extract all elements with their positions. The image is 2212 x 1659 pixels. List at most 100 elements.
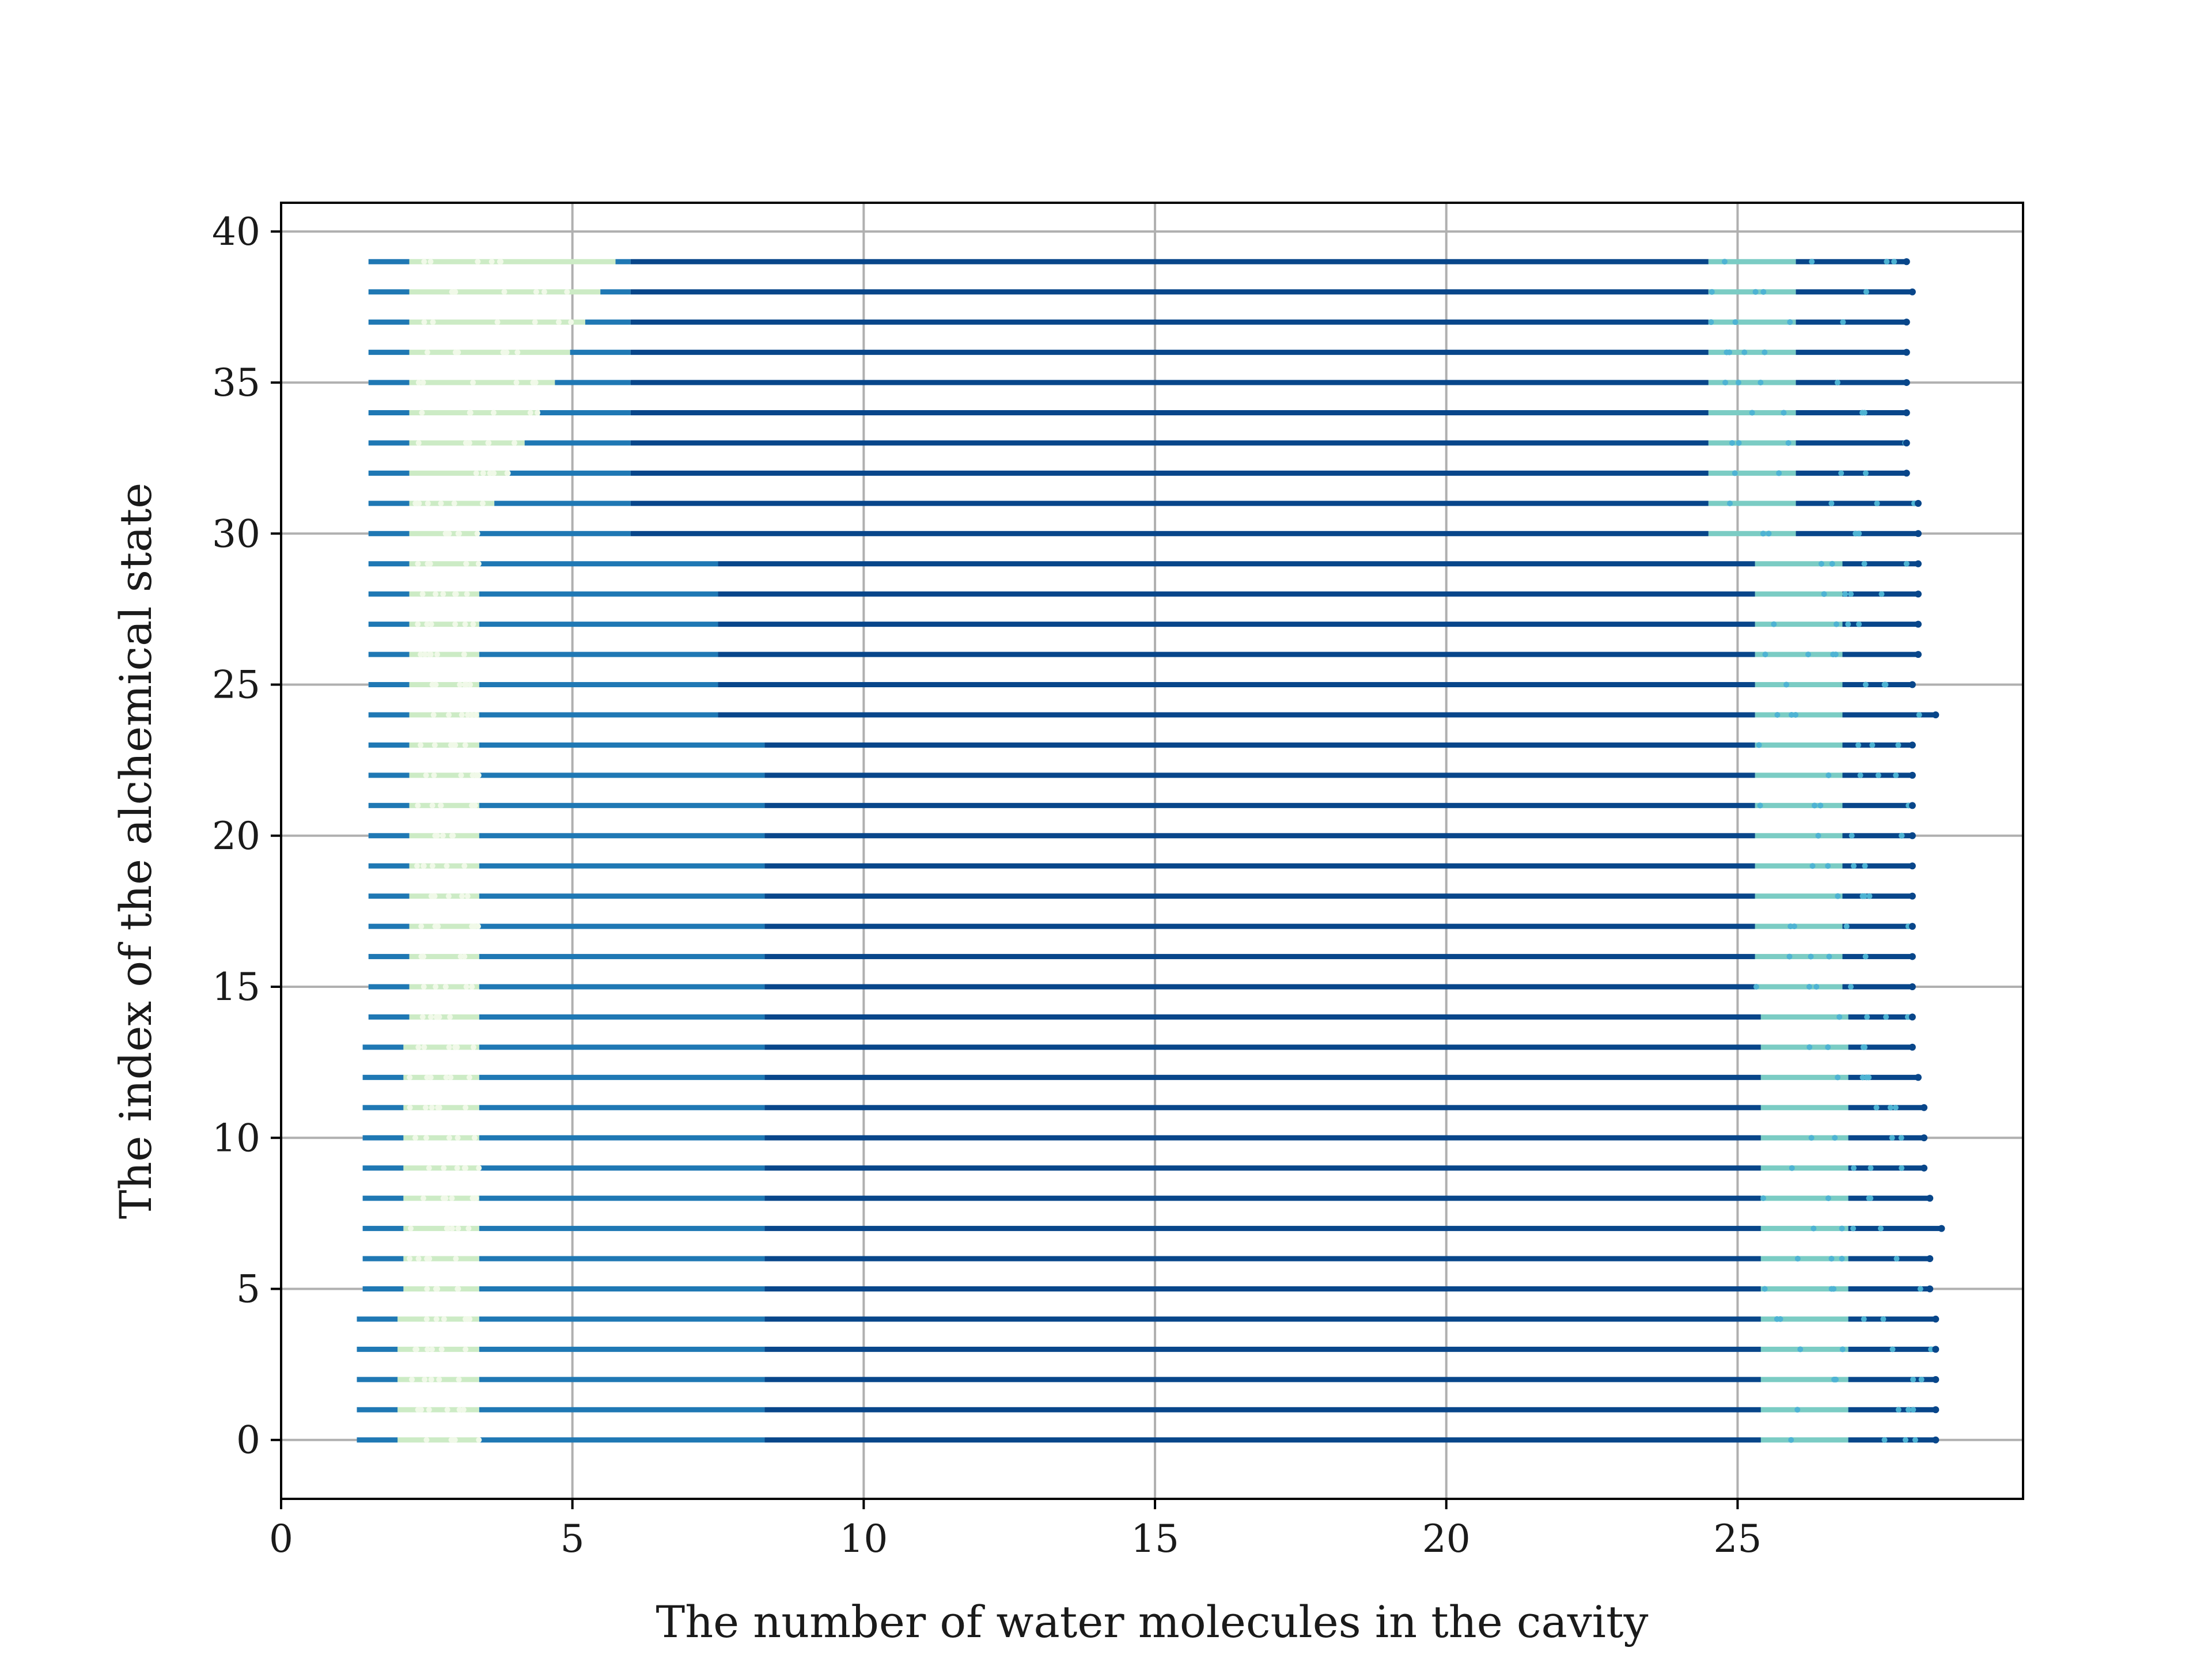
state-10-point: [423, 1135, 430, 1141]
x-tick-label: 5: [560, 1517, 585, 1561]
state-12-band-2: [479, 1074, 765, 1080]
state-14-point: [447, 1014, 453, 1020]
state-9-point: [441, 1165, 447, 1171]
state-3-band-4: [1760, 1346, 1849, 1352]
state-29-band-3: [718, 561, 1755, 567]
state-7-point: [408, 1225, 414, 1232]
state-15-point: [463, 984, 469, 990]
state-27-band-2: [479, 622, 718, 627]
plot-area: [281, 203, 2023, 1499]
state-23-point: [452, 742, 459, 748]
y-tick-label: 10: [212, 1116, 260, 1160]
state-26-point: [1914, 651, 1922, 658]
state-11-band-4: [1760, 1105, 1849, 1111]
state-34-point: [467, 410, 473, 416]
state-34-point: [1781, 410, 1787, 416]
state-26-band-0: [368, 652, 410, 657]
state-19-point: [421, 863, 427, 869]
state-14-band-1: [409, 1014, 479, 1020]
state-22-point: [1825, 772, 1832, 778]
state-0-points: [357, 1436, 1940, 1444]
state-36-point: [452, 349, 459, 355]
state-22-band-0: [368, 772, 410, 778]
state-21-band-1: [409, 802, 479, 808]
state-24-point: [1789, 711, 1795, 718]
state-16-band-5: [1842, 954, 1912, 960]
state-10-point: [1808, 1135, 1815, 1141]
state-21-band-0: [368, 802, 410, 808]
state-29-band-1: [409, 561, 479, 567]
state-24-band-5: [1842, 712, 1936, 718]
state-8-point: [469, 1195, 476, 1202]
state-13-band-1: [403, 1044, 479, 1050]
state-5-point: [1762, 1286, 1768, 1292]
state-11-point: [407, 1104, 413, 1111]
state-2-point: [409, 1376, 415, 1382]
state-29-band-5: [1842, 561, 1918, 567]
state-3-point: [1797, 1346, 1804, 1353]
state-34-point: [1859, 410, 1865, 416]
state-30-band-3: [630, 531, 1709, 536]
state-27-band-4: [1755, 622, 1843, 627]
state-2-point: [456, 1376, 462, 1382]
state-30-point: [1760, 531, 1766, 537]
state-36-points: [368, 349, 1910, 356]
state-14-point: [1836, 1014, 1843, 1020]
state-18-point: [445, 893, 452, 899]
state-20-point: [1815, 832, 1821, 839]
state-4-point: [423, 1316, 430, 1322]
state-10-band-1: [403, 1135, 479, 1141]
state-9-band-2: [479, 1165, 765, 1171]
state-19-point: [429, 863, 435, 869]
state-9-point: [461, 1165, 468, 1171]
state-32-band-2: [509, 470, 631, 476]
state-20-band-5: [1842, 833, 1912, 839]
state-26-point: [418, 652, 424, 658]
state-1-point: [456, 1407, 463, 1413]
state-32-band-3: [630, 470, 1709, 476]
state-39-point: [1721, 259, 1728, 265]
state-35-point: [470, 380, 476, 386]
state-3-point: [1839, 1346, 1846, 1353]
state-28-band-2: [479, 591, 718, 597]
state-0-band-5: [1848, 1437, 1936, 1443]
state-35-point: [420, 380, 426, 386]
state-35-point: [415, 380, 422, 386]
state-1-band-3: [764, 1407, 1761, 1412]
state-26-point: [434, 652, 440, 658]
state-6-point: [415, 1256, 422, 1262]
state-24-band-4: [1755, 712, 1843, 718]
state-18-band-4: [1755, 893, 1843, 899]
state-22-point: [431, 772, 437, 778]
x-tick-label: 20: [1422, 1517, 1471, 1561]
state-37-point: [430, 319, 436, 325]
state-21-point: [472, 802, 478, 809]
state-33-point: [463, 440, 469, 446]
state-25-band-2: [479, 682, 718, 688]
state-4-band-5: [1848, 1316, 1936, 1322]
state-3-point: [412, 1346, 419, 1353]
state-28-band-4: [1755, 591, 1843, 597]
state-13-point: [454, 1044, 460, 1050]
state-12-point: [443, 1074, 449, 1081]
state-22-band-3: [764, 772, 1755, 778]
x-axis-label: The number of water molecules in the cav…: [656, 1596, 1649, 1647]
state-20-point: [1908, 832, 1916, 839]
state-32-point: [505, 470, 511, 476]
state-3-band-1: [397, 1346, 479, 1352]
state-15-band-5: [1842, 984, 1912, 990]
state-18-point: [464, 893, 471, 899]
state-16-band-1: [409, 954, 479, 960]
state-10-point: [1921, 1134, 1928, 1142]
state-21-point: [1812, 802, 1818, 809]
state-36-band-3: [630, 350, 1709, 355]
state-28-point: [452, 591, 458, 597]
state-19-band-5: [1842, 863, 1912, 869]
y-tick-label: 40: [212, 210, 260, 254]
state-13-point: [1862, 1044, 1868, 1050]
state-5-band-0: [362, 1286, 404, 1291]
state-33-point: [1736, 440, 1742, 446]
state-19-point: [414, 863, 421, 869]
state-34-point: [535, 410, 541, 416]
